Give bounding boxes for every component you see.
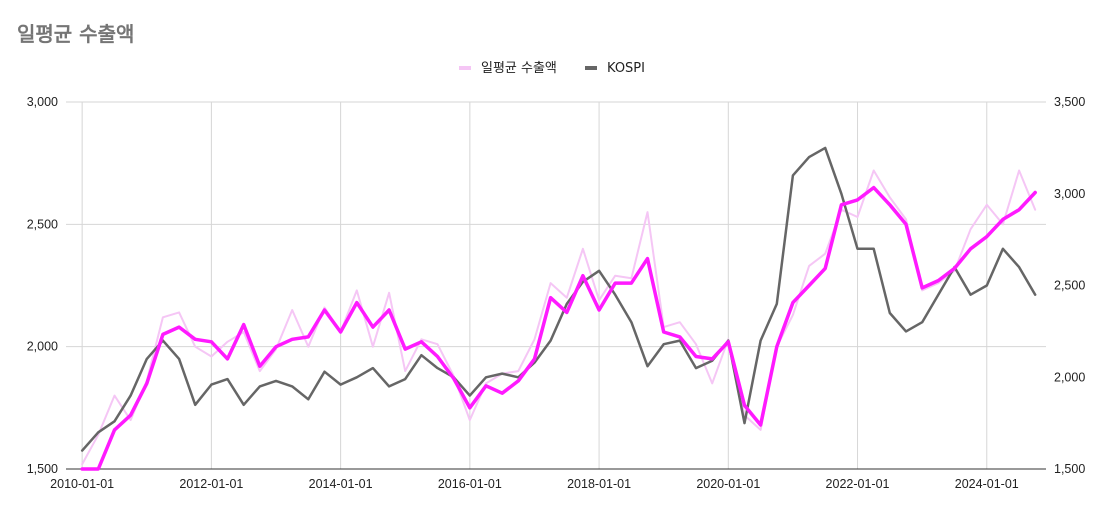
y-right-tick-label: 2,500 [1054,279,1085,293]
x-tick-label: 2014-01-01 [309,477,373,491]
y-right-tick-label: 1,500 [1054,462,1085,476]
legend-label-export: 일평균 수출액 [481,61,557,76]
series-line-kospi [80,146,1037,452]
y-left-tick-label: 2,000 [27,340,58,354]
legend: 일평균 수출액 KOSPI [459,61,645,76]
legend-label-kospi: KOSPI [607,61,645,76]
x-tick-label: 2020-01-01 [696,477,760,491]
series-layer [80,146,1037,471]
series-line-export-ma [80,185,1037,471]
axes: 1,500 2,000 2,500 3,000 1,500 2,000 2,500 3,000… [27,95,1086,491]
x-tick-label: 2016-01-01 [438,477,502,491]
chart-title: 일평균 수출액 [17,22,135,46]
y-left-tick-label: 3,000 [27,95,58,109]
x-tick-label: 2012-01-01 [179,477,243,491]
y-right-tick-label: 2,000 [1054,370,1085,384]
y-left-tick-label: 1,500 [27,462,58,476]
y-right-tick-label: 3,000 [1054,187,1085,201]
y-right-tick-label: 3,500 [1054,95,1085,109]
x-tick-label: 2024-01-01 [955,477,1019,491]
y-left-tick-label: 2,500 [27,217,58,231]
grid [66,101,1046,469]
x-tick-label: 2022-01-01 [826,477,890,491]
x-tick-label: 2018-01-01 [567,477,631,491]
x-tick-label: 2010-01-01 [50,477,114,491]
